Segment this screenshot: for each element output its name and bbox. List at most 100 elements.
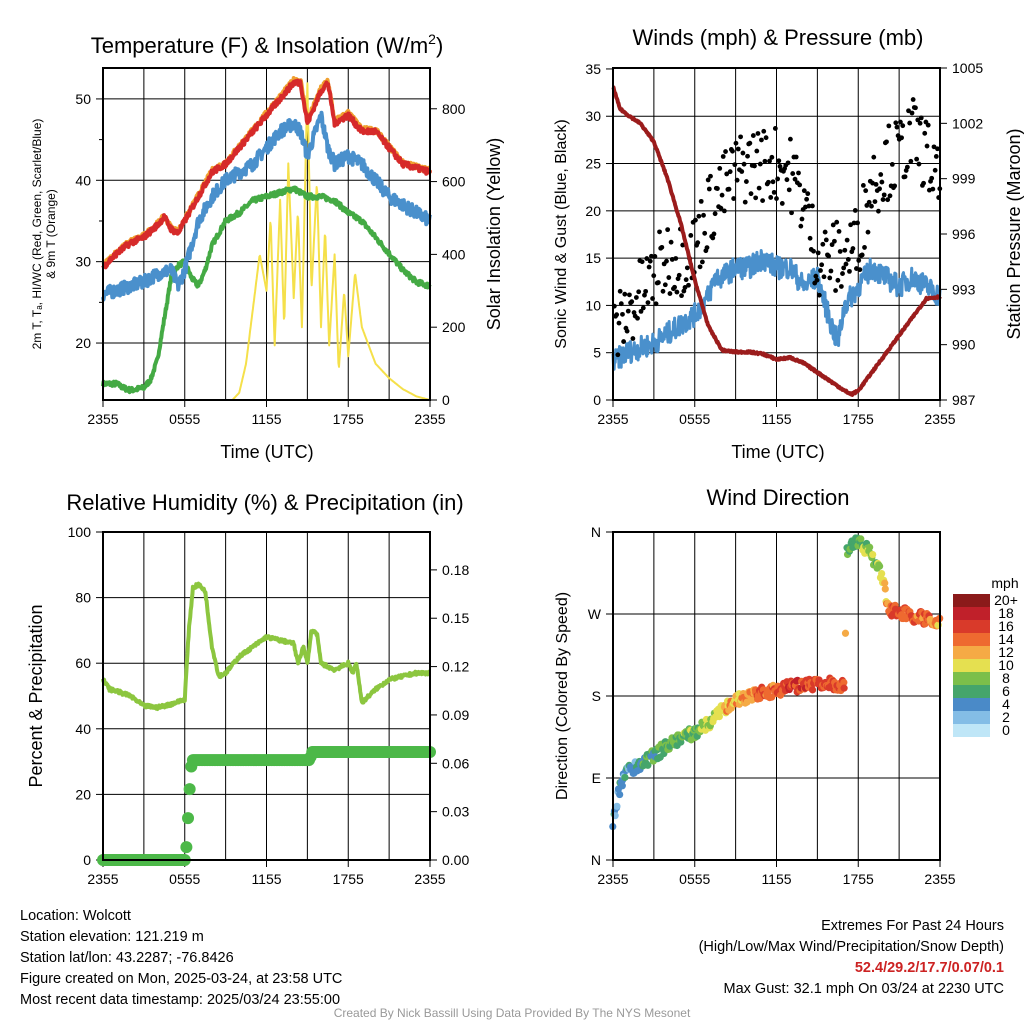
gust-point xyxy=(804,196,810,202)
panel-title-superscript: 2 xyxy=(428,31,436,47)
gust-point xyxy=(843,261,849,267)
gust-point xyxy=(847,268,852,274)
gust-point xyxy=(889,162,895,167)
x-tick-label: 2355 xyxy=(924,411,955,427)
y-tick-label: 25 xyxy=(585,156,601,172)
gust-point xyxy=(822,229,828,235)
wind-direction-point xyxy=(878,570,886,578)
gust-point xyxy=(807,235,813,241)
colorbar-label: 12 xyxy=(998,644,1014,660)
gust-point xyxy=(627,292,632,298)
colorbar-swatch xyxy=(953,607,990,620)
y2-tick-label: 0.09 xyxy=(442,707,469,723)
gust-point xyxy=(857,267,863,273)
wind-direction-point xyxy=(881,579,889,587)
gust-point xyxy=(893,120,899,126)
x-axis-label: Time (UTC) xyxy=(220,442,313,462)
gust-point xyxy=(784,177,790,183)
y-tick-label: N xyxy=(591,524,601,540)
gust-point xyxy=(636,289,642,295)
gust-point xyxy=(805,191,811,197)
y-axis-label: Sonic Wind & Gust (Blue, Black) xyxy=(553,119,570,348)
panel-title: Relative Humidity (%) & Precipitation (i… xyxy=(66,490,463,515)
gust-point xyxy=(621,339,627,344)
colorbar-label: 2 xyxy=(1002,709,1010,725)
gust-point xyxy=(786,187,792,193)
y2-tick-label: 1005 xyxy=(952,60,983,76)
colorbar-label: 4 xyxy=(1002,696,1010,712)
gust-point xyxy=(799,216,805,222)
gust-point xyxy=(726,186,732,192)
station-info: Location: Wolcott Station elevation: 121… xyxy=(20,906,342,1011)
y-axis-label: Direction (Colored By Speed) xyxy=(554,592,571,800)
y-tick-label: 20 xyxy=(75,335,91,351)
gust-point xyxy=(618,301,624,307)
plot-border xyxy=(612,531,941,861)
gust-point xyxy=(731,196,737,201)
wind-direction-point xyxy=(840,678,848,686)
gust-point xyxy=(757,161,763,167)
gust-point xyxy=(894,124,900,130)
gust-point xyxy=(754,148,760,154)
location-text: Location: Wolcott xyxy=(20,908,131,924)
gust-point xyxy=(827,275,833,281)
gust-point xyxy=(771,189,777,195)
gust-point xyxy=(759,137,764,143)
gust-point xyxy=(664,258,669,264)
extremes-values: 52.4/29.2/17.7/0.07/0.1 xyxy=(854,960,1004,976)
y2-tick-label: 993 xyxy=(952,281,976,297)
gust-point xyxy=(832,238,837,244)
gust-point xyxy=(724,171,730,177)
y2-tick-label: 600 xyxy=(442,174,466,190)
wind-direction-point xyxy=(808,686,817,694)
created-text: Figure created on Mon, 2025-03-24, at 23… xyxy=(20,971,343,987)
y2-tick-label: 0.00 xyxy=(442,852,469,868)
gust-point xyxy=(916,161,922,167)
x-tick-label: 2355 xyxy=(597,411,628,427)
x-tick-label: 0555 xyxy=(169,411,200,427)
panel-3: 0 20 40 60 80 100 0.00 0.03 0.06 0.09 0.12 0.15 0.18… xyxy=(26,490,469,887)
gust-point xyxy=(869,203,874,209)
x-tick-label: 2355 xyxy=(87,871,118,887)
elevation-text: Station elevation: 121.219 m xyxy=(20,929,204,945)
gust-point xyxy=(638,308,644,314)
gust-point xyxy=(850,246,856,251)
gust-point xyxy=(900,123,906,129)
gust-point xyxy=(659,244,665,250)
gust-point xyxy=(863,188,869,194)
panel-title: Temperature (F) & Insolation (W/m2) xyxy=(91,31,444,58)
y-tick-label: 15 xyxy=(585,250,601,266)
y-tick-label: 0 xyxy=(83,852,91,868)
y2-tick-label: 200 xyxy=(442,319,466,335)
max-gust-text: Max Gust: 32.1 mph On 03/24 at 2230 UTC xyxy=(723,981,1004,997)
gust-point xyxy=(821,274,827,280)
gust-point xyxy=(806,203,812,209)
wind-direction-point xyxy=(866,543,874,551)
gust-point xyxy=(765,179,771,185)
gust-point xyxy=(735,146,741,152)
gust-point xyxy=(884,139,889,145)
gust-point xyxy=(717,165,723,171)
gust-point xyxy=(915,117,921,123)
gust-point xyxy=(679,293,684,299)
gust-point xyxy=(645,300,651,306)
gust-point xyxy=(906,108,911,114)
temp-2m-line xyxy=(101,78,432,270)
gust-point xyxy=(876,208,881,214)
gust-point xyxy=(710,235,716,241)
gust-point xyxy=(686,282,691,288)
gust-point xyxy=(753,195,759,201)
colorbar-swatch xyxy=(953,685,990,698)
gust-point xyxy=(646,264,652,270)
gust-point xyxy=(698,198,704,204)
gust-point xyxy=(688,233,694,238)
gust-point xyxy=(813,273,819,279)
wind-direction-point xyxy=(840,684,848,692)
x-tick-label: 1755 xyxy=(333,411,364,427)
plot-border xyxy=(102,67,431,401)
gust-point xyxy=(932,167,938,173)
gust-point xyxy=(881,192,887,198)
gust-point xyxy=(695,240,701,246)
gust-point xyxy=(738,134,743,140)
gust-point xyxy=(622,291,628,297)
